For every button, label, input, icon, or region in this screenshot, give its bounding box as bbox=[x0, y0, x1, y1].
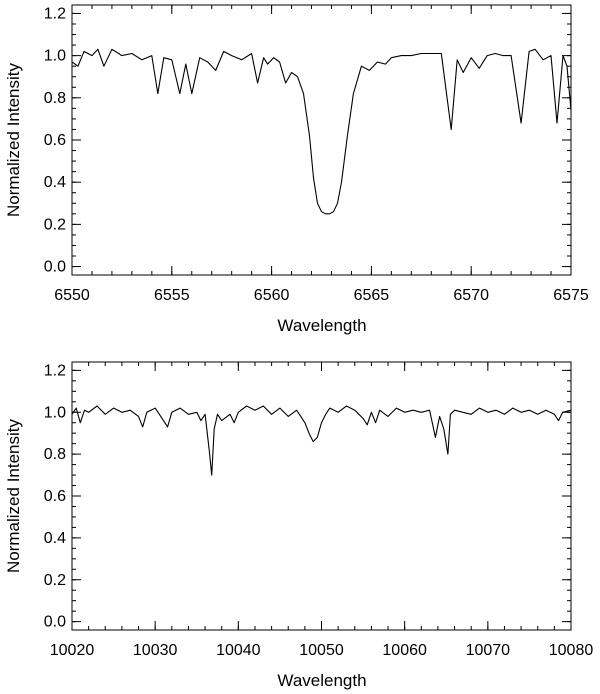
lower-ytick-label: 1.0 bbox=[44, 404, 66, 421]
lower-spectrum-line bbox=[71, 405, 572, 476]
upper-spectrum-line bbox=[71, 48, 572, 215]
lower-ytick-label: 0.8 bbox=[44, 446, 66, 463]
lower-xtick-label: 10020 bbox=[50, 642, 95, 659]
lower-xtick-labels: 10020 10030 10040 10050 10060 10070 10080 bbox=[50, 642, 594, 659]
lower-plot-frame bbox=[71, 361, 572, 631]
upper-ytick-label: 1.0 bbox=[44, 48, 66, 65]
lower-ytick-label: 0.0 bbox=[44, 614, 66, 631]
upper-xtick-label: 6555 bbox=[154, 287, 190, 304]
upper-xtick-label: 6560 bbox=[254, 287, 290, 304]
upper-xtick-labels: 6550 6555 6560 6565 6570 6575 bbox=[54, 287, 589, 304]
lower-xtick-label: 10040 bbox=[216, 642, 261, 659]
lower-xtick-label: 10030 bbox=[133, 642, 178, 659]
lower-xtick-label: 10080 bbox=[549, 642, 594, 659]
upper-ytick-label: 0.2 bbox=[44, 216, 66, 233]
upper-plot-frame bbox=[71, 4, 572, 276]
upper-xtick-label: 6570 bbox=[453, 287, 489, 304]
upper-ytick-label: 0.6 bbox=[44, 132, 66, 149]
upper-xtick-label: 6565 bbox=[354, 287, 390, 304]
upper-ytick-labels: 0.0 0.2 0.4 0.6 0.8 1.0 1.2 bbox=[44, 5, 66, 275]
upper-ytick-label: 0.4 bbox=[44, 174, 66, 191]
upper-panel: 0.00.20.40.60.81.01.2 6550 6555 6560 6565 65… bbox=[4, 4, 589, 335]
lower-x-axis-label: Wavelength bbox=[277, 671, 366, 690]
lower-xtick-label: 10070 bbox=[466, 642, 511, 659]
lower-ytick-label: 0.4 bbox=[44, 530, 66, 547]
lower-panel: 0.00.20.40.60.81.01.2 10020 10030 10040 100… bbox=[4, 361, 594, 690]
lower-ytick-label: 1.2 bbox=[44, 362, 66, 379]
upper-ticks bbox=[71, 5, 572, 275]
lower-ticks bbox=[71, 362, 572, 630]
lower-xtick-label: 10060 bbox=[382, 642, 427, 659]
upper-x-axis-label: Wavelength bbox=[277, 316, 366, 335]
upper-ytick-label: 0.0 bbox=[44, 259, 66, 276]
upper-xtick-label: 6550 bbox=[54, 287, 90, 304]
lower-ytick-label: 0.6 bbox=[44, 488, 66, 505]
upper-y-axis-label: Normalized Intensity bbox=[4, 63, 23, 218]
lower-y-axis-label: Normalized Intensity bbox=[4, 419, 23, 574]
lower-ytick-label: 0.2 bbox=[44, 572, 66, 589]
lower-xtick-label: 10050 bbox=[299, 642, 344, 659]
upper-ytick-label: 1.2 bbox=[44, 5, 66, 22]
lower-ytick-labels: 0.0 0.2 0.4 0.6 0.8 1.0 1.2 bbox=[44, 362, 66, 630]
upper-xtick-label: 6575 bbox=[553, 287, 589, 304]
upper-ytick-label: 0.8 bbox=[44, 90, 66, 107]
